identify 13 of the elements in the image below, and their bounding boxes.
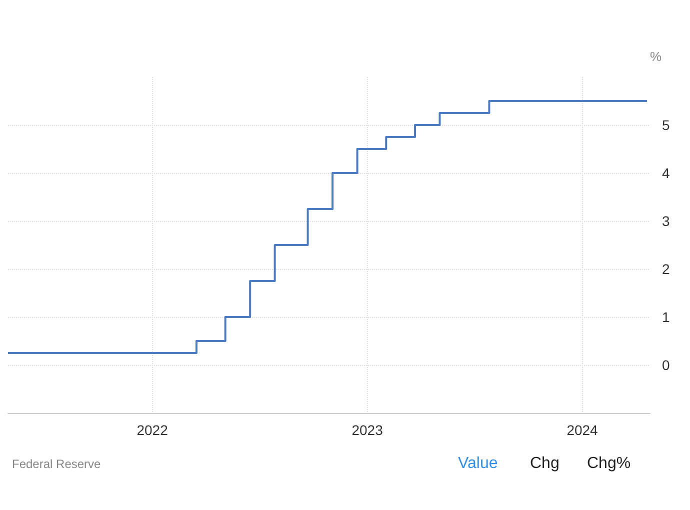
y-tick-label: 5 bbox=[662, 117, 670, 133]
x-tick-label: 2023 bbox=[352, 422, 384, 438]
y-tick-label: 4 bbox=[662, 165, 670, 181]
toggle-button[interactable]: Chg% bbox=[587, 455, 631, 473]
y-tick-label: 2 bbox=[662, 261, 670, 277]
y-axis-title: % bbox=[650, 49, 662, 64]
toggle-button[interactable]: Chg bbox=[530, 455, 560, 473]
y-tick-label: 3 bbox=[662, 213, 670, 229]
x-tick-label: 2024 bbox=[566, 422, 598, 438]
text: Federal Reserve bbox=[12, 457, 101, 471]
x-tick-label: 2022 bbox=[136, 422, 168, 438]
y-tick-label: 1 bbox=[662, 309, 670, 325]
y-tick-label: 0 bbox=[662, 357, 670, 373]
